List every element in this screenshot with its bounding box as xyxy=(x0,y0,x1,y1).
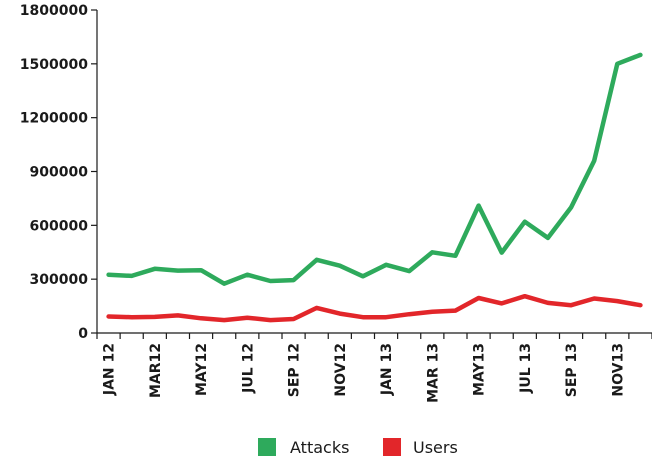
series-line-users xyxy=(106,293,643,323)
x-tick-label: JAN 12 xyxy=(102,343,118,396)
x-tick-label: MAY12 xyxy=(194,343,210,396)
y-tick-label: 600000 xyxy=(30,218,89,234)
legend-swatch-users xyxy=(383,438,401,456)
y-tick-label: 1500000 xyxy=(20,57,88,73)
x-tick-label: NOV13 xyxy=(610,343,626,397)
y-tick-label: 0 xyxy=(78,326,88,342)
x-tick-label: MAY13 xyxy=(472,343,488,396)
legend-label-attacks: Attacks xyxy=(290,438,349,457)
y-tick-label: 900000 xyxy=(30,165,89,181)
x-tick-label: JUL 12 xyxy=(240,343,256,394)
legend-label-users: Users xyxy=(413,438,458,457)
y-tick-label: 300000 xyxy=(30,272,89,288)
x-tick-label: NOV12 xyxy=(333,343,349,397)
x-tick-label: SEP 12 xyxy=(287,343,303,397)
x-tick-label: JUL 13 xyxy=(518,343,534,394)
x-tick-label: MAR12 xyxy=(148,343,164,398)
x-tick-label: JAN 13 xyxy=(379,343,395,396)
legend-swatch-attacks xyxy=(258,438,276,456)
x-tick-label: MAR 13 xyxy=(425,343,441,403)
y-tick-label: 1800000 xyxy=(20,3,88,19)
y-tick-label: 1200000 xyxy=(20,111,88,127)
series-line-attacks xyxy=(106,52,643,286)
x-tick-label: SEP 13 xyxy=(564,343,580,397)
